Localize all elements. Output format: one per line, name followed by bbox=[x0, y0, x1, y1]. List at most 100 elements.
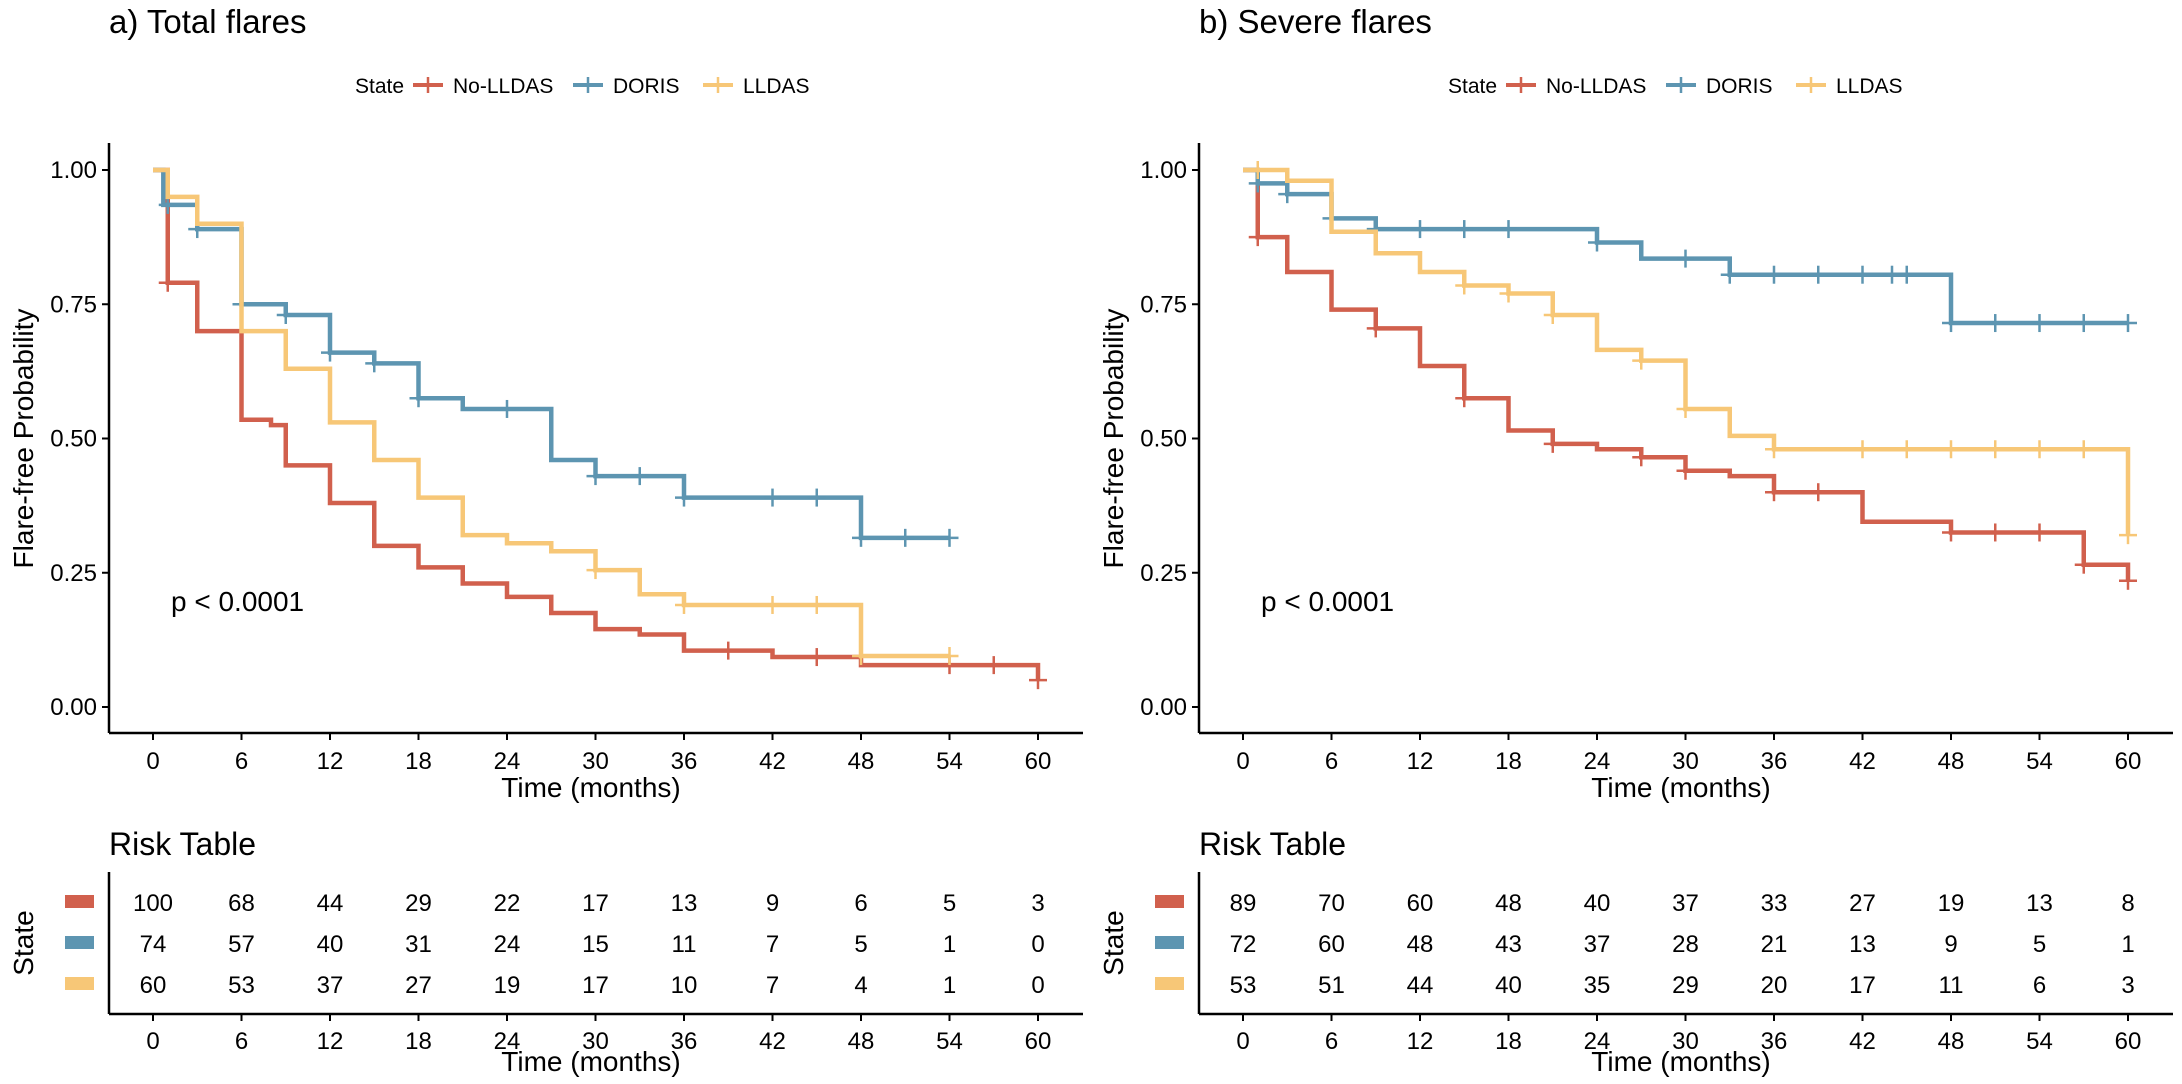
risk-cell: 68 bbox=[228, 890, 255, 917]
risk-cell: 11 bbox=[1939, 972, 1964, 999]
risk-cell: 19 bbox=[494, 972, 521, 999]
risk-x-tick-label: 0 bbox=[146, 1028, 159, 1055]
risk-cell: 60 bbox=[1407, 890, 1434, 917]
risk-x-tick-label: 24 bbox=[494, 1028, 521, 1055]
legend-key-lldas bbox=[703, 77, 733, 93]
risk-cell: 3 bbox=[1031, 890, 1044, 917]
censor-mark bbox=[2119, 314, 2137, 333]
panel-title: a) Total flares bbox=[109, 3, 306, 40]
y-axis-title: Flare-free Probability bbox=[1098, 309, 1129, 569]
km-curve-no-lldas bbox=[153, 167, 1041, 681]
x-tick-label: 24 bbox=[494, 748, 521, 775]
legend-label: LLDAS bbox=[743, 75, 810, 98]
censor-mark bbox=[586, 561, 605, 580]
risk-y-axis-title: State bbox=[8, 910, 39, 975]
censor-mark bbox=[1809, 483, 1828, 502]
risk-cell: 72 bbox=[1230, 931, 1257, 958]
censor-mark bbox=[1278, 185, 1297, 204]
risk-x-tick-label: 12 bbox=[1407, 1028, 1434, 1055]
risk-cell: 17 bbox=[1849, 972, 1876, 999]
risk-cell: 48 bbox=[1407, 931, 1434, 958]
risk-cell: 60 bbox=[1318, 931, 1345, 958]
risk-cell: 0 bbox=[1031, 931, 1044, 958]
risk-x-axis-title: Time (months) bbox=[501, 1046, 680, 1077]
y-tick-label: 0.25 bbox=[50, 560, 97, 587]
censor-mark bbox=[1248, 161, 1267, 179]
risk-cell: 43 bbox=[1495, 931, 1522, 958]
censor-mark bbox=[1676, 461, 1695, 480]
risk-x-tick-label: 54 bbox=[2026, 1028, 2053, 1055]
x-axis-title: Time (months) bbox=[501, 772, 680, 803]
legend-title: State bbox=[1448, 75, 1497, 98]
risk-cell: 17 bbox=[582, 972, 609, 999]
panel-total-flares: a) Total flares State No-LLDAS DORIS LLDAS … bbox=[8, 3, 1083, 1077]
censor-mark bbox=[807, 488, 826, 507]
risk-cell: 1 bbox=[943, 972, 956, 999]
risk-cell: 37 bbox=[317, 972, 344, 999]
x-tick-label: 12 bbox=[1407, 748, 1434, 775]
x-tick-label: 6 bbox=[1325, 748, 1338, 775]
censor-mark bbox=[984, 656, 1003, 675]
risk-cell: 29 bbox=[1672, 972, 1699, 999]
y-tick-label: 1.00 bbox=[50, 157, 97, 184]
risk-cell: 35 bbox=[1584, 972, 1611, 999]
censor-mark bbox=[763, 595, 782, 614]
risk-cell: 89 bbox=[1230, 890, 1257, 917]
risk-cell: 5 bbox=[943, 890, 956, 917]
censor-mark bbox=[365, 354, 384, 373]
y-tick-label: 0.25 bbox=[1140, 560, 1187, 587]
risk-cell: 13 bbox=[671, 890, 698, 917]
risk-x-tick-label: 60 bbox=[2115, 1028, 2142, 1055]
legend-key-lldas bbox=[1796, 77, 1826, 93]
censor-mark bbox=[2074, 314, 2093, 333]
censor-mark bbox=[1543, 305, 1562, 324]
risk-cell: 8 bbox=[2121, 890, 2134, 917]
x-tick-label: 42 bbox=[1849, 748, 1876, 775]
x-tick-label: 24 bbox=[1584, 748, 1611, 775]
risk-cell: 5 bbox=[854, 931, 867, 958]
x-axis-title: Time (months) bbox=[1591, 772, 1770, 803]
x-tick-label: 18 bbox=[1495, 748, 1522, 775]
risk-row-color-key bbox=[1155, 936, 1184, 949]
x-tick-label: 18 bbox=[405, 748, 432, 775]
risk-row-color-key bbox=[1155, 895, 1184, 908]
y-tick-label: 0.75 bbox=[1140, 291, 1187, 318]
p-value-annotation: p < 0.0001 bbox=[1261, 586, 1394, 617]
x-tick-label: 36 bbox=[1761, 748, 1788, 775]
censor-mark bbox=[1588, 233, 1606, 252]
x-tick-label: 0 bbox=[146, 748, 159, 775]
censor-mark bbox=[1676, 399, 1695, 418]
risk-cell: 13 bbox=[1849, 931, 1876, 958]
censor-mark bbox=[1809, 265, 1828, 284]
legend-label: No-LLDAS bbox=[453, 75, 553, 98]
legend-label: DORIS bbox=[1706, 75, 1773, 98]
risk-cell: 74 bbox=[140, 931, 167, 958]
censor-mark bbox=[1499, 220, 1518, 239]
risk-cell: 4 bbox=[854, 972, 867, 999]
risk-table-title: Risk Table bbox=[109, 826, 256, 862]
panel-title: b) Severe flares bbox=[1199, 3, 1432, 40]
risk-x-tick-label: 30 bbox=[582, 1028, 609, 1055]
censor-mark bbox=[321, 343, 339, 362]
censor-mark bbox=[1853, 440, 1872, 459]
risk-cell: 31 bbox=[405, 931, 432, 958]
risk-cell: 53 bbox=[1230, 972, 1257, 999]
risk-cell: 5 bbox=[2033, 931, 2046, 958]
censor-mark bbox=[1986, 314, 2005, 333]
censor-mark bbox=[1248, 228, 1267, 247]
risk-row-color-key bbox=[1155, 977, 1184, 990]
risk-cell: 22 bbox=[494, 890, 521, 917]
risk-cell: 9 bbox=[766, 890, 779, 917]
y-tick-label: 0.00 bbox=[50, 694, 97, 721]
censor-mark bbox=[586, 467, 605, 486]
risk-cell: 20 bbox=[1761, 972, 1788, 999]
censor-mark bbox=[1765, 483, 1783, 502]
risk-x-tick-label: 48 bbox=[1938, 1028, 1965, 1055]
risk-x-tick-label: 48 bbox=[848, 1028, 875, 1055]
censor-mark bbox=[1942, 314, 1960, 333]
risk-x-tick-label: 54 bbox=[936, 1028, 963, 1055]
risk-x-tick-label: 6 bbox=[235, 1028, 248, 1055]
censor-mark bbox=[1765, 440, 1783, 459]
risk-cell: 6 bbox=[854, 890, 867, 917]
censor-mark bbox=[1632, 448, 1651, 467]
